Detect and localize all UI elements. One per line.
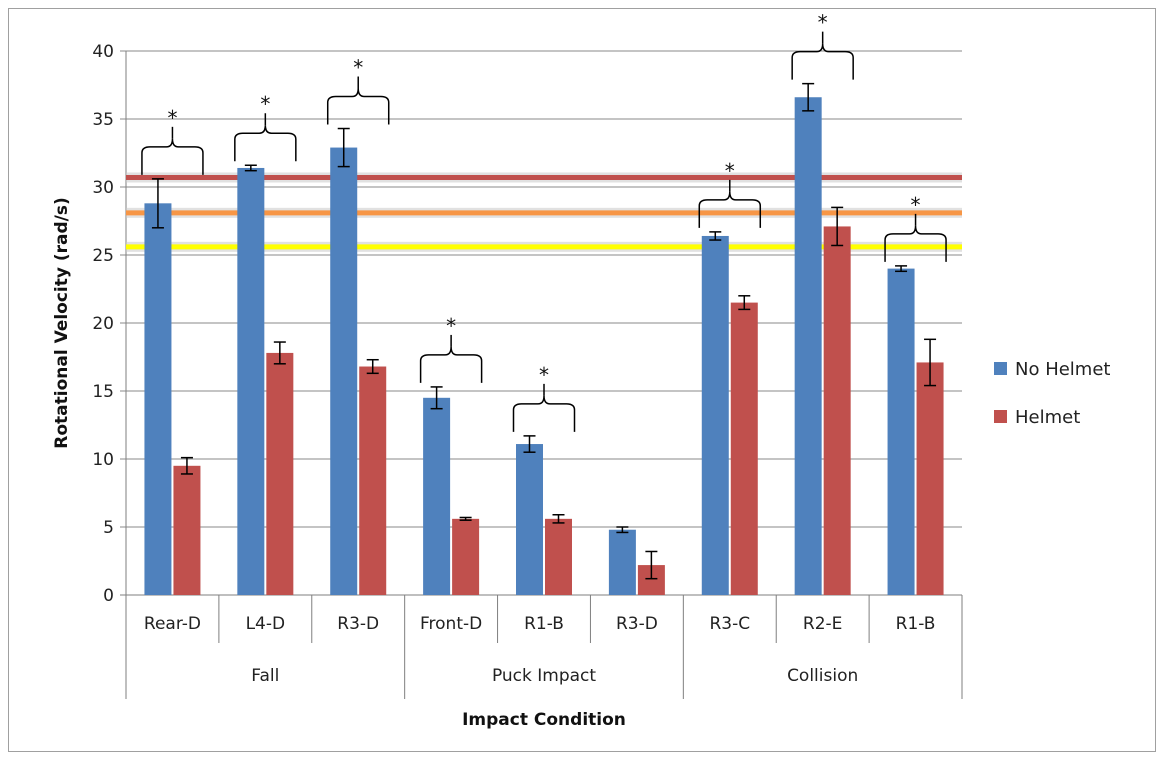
- x-category-label: Rear-D: [144, 614, 201, 634]
- bar-no-helmet: [144, 203, 172, 595]
- x-category-label: R3-C: [709, 614, 750, 634]
- y-tick-label: 15: [92, 382, 114, 402]
- x-category-label: R1-B: [524, 614, 564, 634]
- significance-star: *: [260, 92, 270, 116]
- legend-label: No Helmet: [1015, 359, 1110, 380]
- bar-no-helmet: [423, 397, 451, 595]
- x-category-label: R1-B: [896, 614, 936, 634]
- significance-star: *: [911, 193, 921, 217]
- y-tick-labels: 0 5 10 15 20 25 30 35 40: [92, 42, 114, 606]
- bar-no-helmet: [701, 235, 729, 595]
- significance-bracket: [234, 125, 297, 162]
- significance-bracket: [512, 395, 576, 432]
- y-tick-label: 35: [92, 110, 114, 130]
- legend-label: Helmet: [1015, 407, 1080, 428]
- x-category-label: R2-E: [803, 614, 843, 634]
- significance-star: *: [446, 314, 456, 338]
- legend: No Helmet Helmet: [994, 359, 1110, 428]
- significance-bracket: [419, 346, 483, 383]
- y-tick-label: 40: [92, 42, 114, 62]
- bar-no-helmet: [887, 268, 915, 595]
- bar-helmet: [730, 302, 758, 595]
- x-group-label: Fall: [251, 666, 279, 686]
- x-category-label: R3-D: [337, 614, 379, 634]
- significance-star: *: [725, 159, 735, 183]
- error-bars: [151, 82, 937, 580]
- bar-no-helmet: [794, 97, 822, 596]
- bar-helmet: [359, 366, 387, 595]
- x-category-labels: Rear-D L4-D R3-D Front-D R1-B R3-D R3-C R2-E R1-…: [125, 595, 963, 699]
- bar-helmet: [452, 518, 480, 595]
- significance-markers: * * * * * * * *: [141, 11, 947, 432]
- significance-bracket: [141, 138, 204, 175]
- x-axis-title: Impact Condition: [462, 710, 626, 730]
- y-axis-title: Rotational Velocity (rad/s): [52, 197, 72, 449]
- x-group-label: Collision: [787, 666, 858, 686]
- y-tick-label: 20: [92, 314, 114, 334]
- legend-swatch: [994, 362, 1007, 375]
- y-tick-label: 25: [92, 246, 114, 266]
- significance-star: *: [167, 106, 177, 130]
- bar-helmet: [173, 465, 201, 595]
- y-tick-label: 30: [92, 178, 114, 198]
- y-tick-label: 5: [103, 518, 114, 538]
- significance-star: *: [353, 56, 363, 80]
- significance-bracket: [791, 43, 854, 80]
- legend-swatch: [994, 410, 1007, 423]
- chart-frame: * * * * * * * * 0 5 10 15 20 25 30 35 40 Rear-D L4-D R3-D…: [8, 8, 1156, 752]
- bar-no-helmet: [237, 167, 265, 595]
- bars: [144, 97, 944, 596]
- x-category-label: R3-D: [616, 614, 658, 634]
- bar-no-helmet: [608, 529, 636, 595]
- y-tick-label: 0: [103, 586, 114, 606]
- significance-star: *: [818, 11, 828, 35]
- significance-star: *: [539, 363, 549, 387]
- bar-helmet: [545, 518, 572, 595]
- bar-helmet: [266, 352, 294, 595]
- x-category-label: Front-D: [420, 614, 482, 634]
- bar-chart: * * * * * * * * 0 5 10 15 20 25 30 35 40 Rear-D L4-D R3-D…: [52, 11, 1110, 730]
- y-tick-label: 10: [92, 450, 114, 470]
- bar-helmet: [916, 362, 944, 595]
- bar-no-helmet: [516, 444, 543, 595]
- x-category-label: L4-D: [246, 614, 286, 634]
- reference-lines: [126, 172, 962, 252]
- bar-helmet: [823, 226, 851, 595]
- x-group-labels: Fall Puck Impact Collision: [251, 666, 858, 686]
- bar-no-helmet: [330, 147, 358, 595]
- x-group-label: Puck Impact: [492, 666, 596, 686]
